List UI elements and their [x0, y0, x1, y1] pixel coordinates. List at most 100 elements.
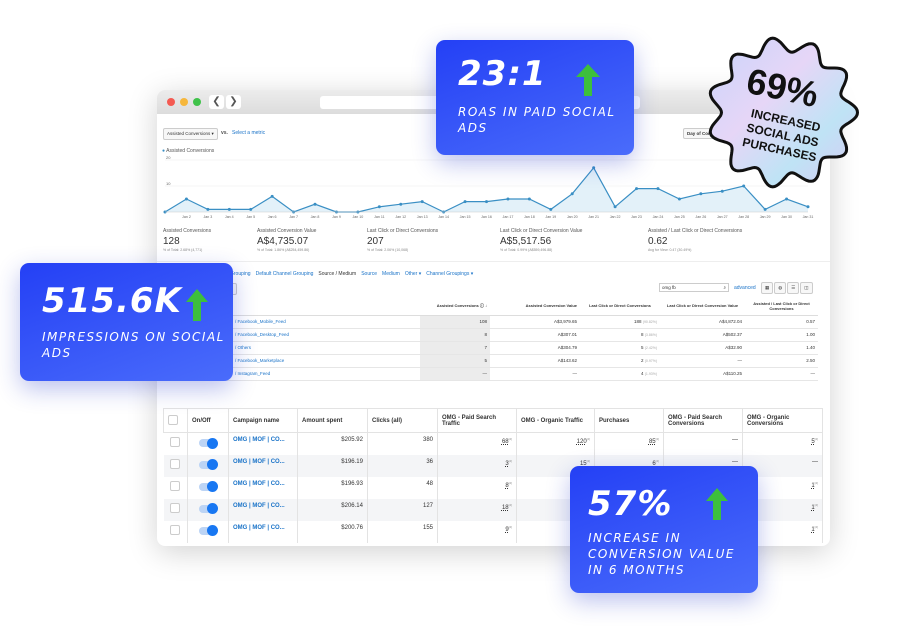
- dimension-tab[interactable]: Grouping: [230, 271, 251, 277]
- y-tick-label: 10: [166, 181, 171, 186]
- table-row: OMG | MOF | CO... $205.92 380 68[2] 120[2…: [163, 432, 823, 455]
- col-purchases[interactable]: Purchases: [594, 408, 664, 433]
- x-tick-label: Jan 30: [781, 215, 792, 219]
- x-tick-label: Jan 3: [203, 215, 212, 219]
- oc-value: 1: [811, 526, 815, 533]
- row-checkbox[interactable]: [163, 476, 188, 499]
- legend-label: Assisted Conversions: [166, 148, 215, 154]
- dimension-tab[interactable]: Source / Medium: [318, 271, 357, 277]
- forward-button[interactable]: ❯: [226, 95, 241, 109]
- data-point: [184, 197, 188, 201]
- x-tick-label: Jan 27: [717, 215, 728, 219]
- campaign-name-link[interactable]: OMG | MOF | CO...: [228, 520, 298, 543]
- x-tick-label: Jan 4: [225, 215, 234, 219]
- campaign-toggle[interactable]: [187, 454, 229, 477]
- assisted-cell: 5: [420, 354, 490, 368]
- col-organic-conversions[interactable]: OMG - Organic Conversions: [742, 408, 823, 433]
- data-point: [656, 187, 660, 191]
- row-checkbox[interactable]: [163, 432, 188, 455]
- x-tick-label: Jan 28: [738, 215, 749, 219]
- col-spent[interactable]: Amount spent: [297, 408, 368, 433]
- col-campaign[interactable]: Campaign name: [228, 408, 298, 433]
- maximize-dot[interactable]: [193, 98, 201, 106]
- x-tick-label: Jan 9: [332, 215, 341, 219]
- metric-sub: % of Total: 1.86% (A$254,459.86): [257, 248, 310, 252]
- campaign-toggle[interactable]: [187, 476, 229, 499]
- dimension-tab[interactable]: Default Channel Grouping: [255, 271, 314, 277]
- select-all-checkbox[interactable]: [163, 408, 188, 433]
- metric-label: Assisted Conversions: [163, 228, 212, 234]
- x-tick-label: Jan 15: [460, 215, 471, 219]
- campaign-name-link[interactable]: OMG | MOF | CO...: [228, 498, 298, 521]
- col-clicks[interactable]: Clicks (all): [367, 408, 438, 433]
- ot-value: 120: [576, 439, 587, 445]
- table-search-input[interactable]: omg fb ⌕: [659, 283, 729, 292]
- back-button[interactable]: ❮: [209, 95, 224, 109]
- last-click-cell: 5 (2.42%): [580, 341, 660, 355]
- row-checkbox[interactable]: [163, 454, 188, 477]
- pst-cell: 8[2]: [437, 476, 517, 499]
- data-point: [206, 207, 210, 211]
- col-paid-search-traffic[interactable]: OMG - Paid Search Traffic: [437, 408, 517, 433]
- col-last-click-value[interactable]: Last Click or Direct Conversion Value: [660, 297, 745, 316]
- col-last-click[interactable]: Last Click or Direct Conversions: [580, 297, 660, 316]
- metric-value: 128: [163, 236, 180, 247]
- roas-value: 23:1: [458, 54, 547, 94]
- data-point: [399, 202, 403, 206]
- dimension-tab[interactable]: Other ▾: [404, 271, 422, 277]
- table-view-icon[interactable]: ▦: [761, 282, 774, 294]
- oc-value: 1: [811, 482, 815, 489]
- dimension-tab[interactable]: Source: [361, 271, 378, 277]
- pivot-view-icon[interactable]: ◫: [800, 282, 813, 294]
- campaign-name-link[interactable]: OMG | MOF | CO...: [228, 476, 298, 499]
- chart-legend: ● Assisted Conversions: [162, 148, 215, 154]
- ratio-cell: 1.40: [745, 341, 818, 355]
- dimension-tab[interactable]: Medium: [382, 271, 400, 277]
- ratio-cell: —: [745, 367, 818, 381]
- x-tick-label: Jan 29: [760, 215, 771, 219]
- data-point: [699, 192, 703, 196]
- campaign-toggle[interactable]: [187, 498, 229, 521]
- col-assisted[interactable]: Assisted Conversions ⓘ ↓: [420, 297, 490, 316]
- last-click-value-cell: A$4,872.04: [660, 315, 745, 329]
- col-assisted-value[interactable]: Assisted Conversion Value: [490, 297, 580, 316]
- bar-view-icon[interactable]: ☰: [787, 282, 800, 294]
- metric-select-label: Assisted Conversions: [167, 131, 211, 136]
- ratio-cell: 0.57: [745, 315, 818, 329]
- x-tick-label: Jan 8: [311, 215, 320, 219]
- x-tick-label: Jan 23: [631, 215, 642, 219]
- assisted-value-cell: A$3,979.65: [490, 315, 580, 329]
- conversion-value-card: 57% Increase in conversion value in 6 mo…: [570, 466, 758, 593]
- summary-metric: Assisted Conversion Value A$4,735.07% of …: [257, 228, 316, 252]
- metric-select[interactable]: Assisted Conversions ▾: [163, 128, 218, 140]
- arrow-up-icon: [706, 488, 728, 520]
- col-paid-search-conversions[interactable]: OMG - Paid Search Conversions: [663, 408, 743, 433]
- x-tick-label: Jan 12: [395, 215, 406, 219]
- select-metric-link[interactable]: Select a metric: [232, 130, 266, 136]
- advanced-link[interactable]: advanced: [734, 285, 756, 291]
- oc-value: 5: [811, 439, 815, 445]
- row-checkbox[interactable]: [163, 498, 188, 521]
- row-checkbox[interactable]: [163, 520, 188, 543]
- metric-value: A$5,517.56: [500, 236, 552, 247]
- x-tick-label: Jan 19: [545, 215, 556, 219]
- campaign-toggle[interactable]: [187, 432, 229, 455]
- col-onoff[interactable]: On/Off: [187, 408, 229, 433]
- col-organic-traffic[interactable]: OMG - Organic Traffic: [516, 408, 595, 433]
- chart-area: [165, 167, 808, 212]
- dimension-tab[interactable]: Channel Groupings ▾: [426, 271, 474, 277]
- last-click-value-cell: A$32.90: [660, 341, 745, 355]
- last-click-value-cell: —: [660, 354, 745, 368]
- last-click-cell: 2 (0.97%): [580, 354, 660, 368]
- col-ratio[interactable]: Assisted / Last Click or Direct Conversi…: [745, 297, 818, 316]
- oc-value: —: [812, 458, 818, 465]
- minimize-dot[interactable]: [180, 98, 188, 106]
- campaign-toggle[interactable]: [187, 520, 229, 543]
- close-dot[interactable]: [167, 98, 175, 106]
- search-icon[interactable]: ⌕: [723, 285, 726, 290]
- data-point: [527, 197, 531, 201]
- y-tick-label: 20: [166, 155, 171, 160]
- campaign-name-link[interactable]: OMG | MOF | CO...: [228, 454, 298, 477]
- campaign-name-link[interactable]: OMG | MOF | CO...: [228, 432, 298, 455]
- pie-view-icon[interactable]: ◍: [774, 282, 787, 294]
